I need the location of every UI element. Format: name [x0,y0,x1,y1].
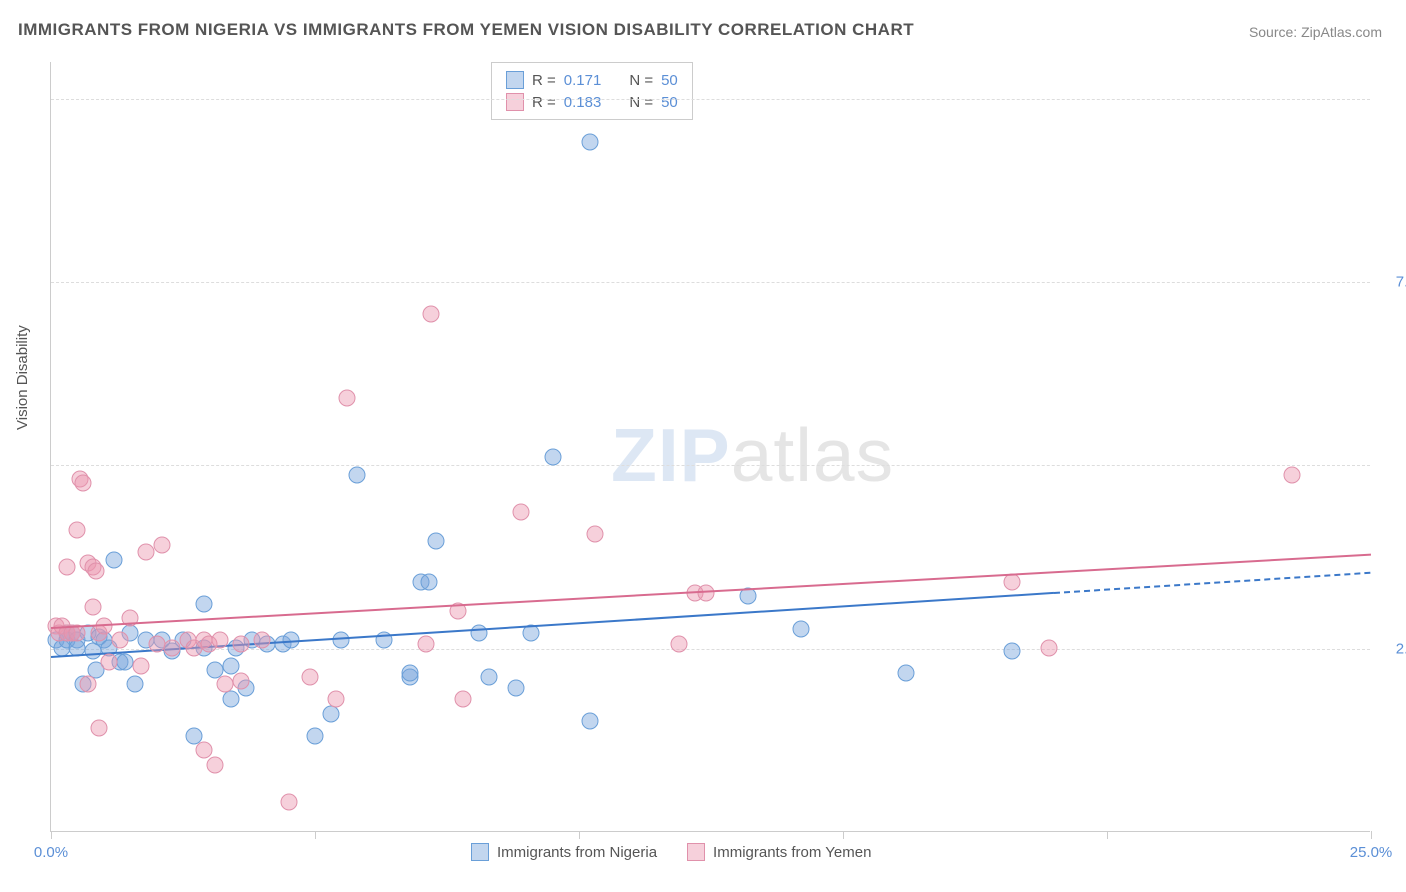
scatter-point [581,713,598,730]
scatter-point [420,573,437,590]
stat-r-value: 0.183 [564,94,602,111]
scatter-point [116,654,133,671]
scatter-point [217,676,234,693]
legend-series-item: Immigrants from Yemen [687,843,871,861]
scatter-point [417,636,434,653]
scatter-point [206,757,223,774]
x-tick [51,831,52,839]
legend-series-item: Immigrants from Nigeria [471,843,657,861]
scatter-point [507,680,524,697]
source-attribution: Source: ZipAtlas.com [1249,24,1382,40]
scatter-point [586,526,603,543]
scatter-point [671,636,688,653]
scatter-point [423,306,440,323]
scatter-point [512,504,529,521]
scatter-point [127,676,144,693]
scatter-point [1283,467,1300,484]
scatter-point [333,632,350,649]
scatter-point [481,669,498,686]
scatter-point [206,661,223,678]
legend-series-label: Immigrants from Yemen [713,844,871,861]
y-axis-label: Vision Disability [14,325,31,430]
chart-title: IMMIGRANTS FROM NIGERIA VS IMMIGRANTS FR… [18,20,914,40]
scatter-point [185,727,202,744]
scatter-point [106,551,123,568]
series-legend: Immigrants from Nigeria Immigrants from Y… [471,843,871,861]
stat-n-label: N = [629,72,653,89]
scatter-point [233,672,250,689]
trend-line [1054,572,1371,594]
x-tick-label: 25.0% [1350,844,1393,861]
trend-line [51,553,1371,628]
scatter-point [328,691,345,708]
scatter-point [85,599,102,616]
gridline [51,649,1370,650]
scatter-point [101,654,118,671]
scatter-point [322,705,339,722]
stat-r-label: R = [532,72,556,89]
legend-stat-row: R = 0.171 N = 50 [506,69,678,91]
x-tick [1371,831,1372,839]
x-tick [579,831,580,839]
stat-r-value: 0.171 [564,72,602,89]
scatter-point [1040,639,1057,656]
scatter-point [211,632,228,649]
scatter-point [349,467,366,484]
scatter-point [338,390,355,407]
stat-n-label: N = [629,94,653,111]
scatter-point [58,559,75,576]
scatter-point [74,474,91,491]
x-tick [843,831,844,839]
legend-swatch [506,71,524,89]
y-tick-label: 2.5% [1375,640,1406,657]
legend-series-label: Immigrants from Nigeria [497,844,657,861]
watermark: ZIPatlas [611,412,894,498]
scatter-point [792,621,809,638]
scatter-point [280,793,297,810]
scatter-point [87,562,104,579]
scatter-point [148,636,165,653]
legend-swatch [506,93,524,111]
scatter-point [222,691,239,708]
stat-r-label: R = [532,94,556,111]
scatter-point [196,595,213,612]
legend-stat-row: R = 0.183 N = 50 [506,91,678,113]
scatter-point [132,658,149,675]
scatter-point [153,537,170,554]
scatter-point [69,522,86,539]
stat-n-value: 50 [661,72,678,89]
scatter-point [138,544,155,561]
chart-plot-area: ZIPatlas R = 0.171N = 50R = 0.183N = 50 … [50,62,1370,832]
scatter-point [111,632,128,649]
scatter-point [402,665,419,682]
scatter-point [233,636,250,653]
scatter-point [428,533,445,550]
stat-n-value: 50 [661,94,678,111]
scatter-point [164,639,181,656]
scatter-point [90,720,107,737]
scatter-point [222,658,239,675]
scatter-point [581,133,598,150]
scatter-point [301,669,318,686]
gridline [51,282,1370,283]
x-tick-label: 0.0% [34,844,68,861]
gridline [51,99,1370,100]
scatter-point [454,691,471,708]
scatter-point [254,632,271,649]
correlation-legend: R = 0.171 N = 50 R = 0.183 N = 50 [491,62,693,120]
scatter-point [544,449,561,466]
scatter-point [1003,643,1020,660]
scatter-point [307,727,324,744]
scatter-point [196,742,213,759]
legend-swatch [471,843,489,861]
scatter-point [470,625,487,642]
gridline [51,465,1370,466]
x-tick [1107,831,1108,839]
scatter-point [79,676,96,693]
x-tick [315,831,316,839]
legend-swatch [687,843,705,861]
y-tick-label: 7.5% [1375,274,1406,291]
scatter-point [898,665,915,682]
